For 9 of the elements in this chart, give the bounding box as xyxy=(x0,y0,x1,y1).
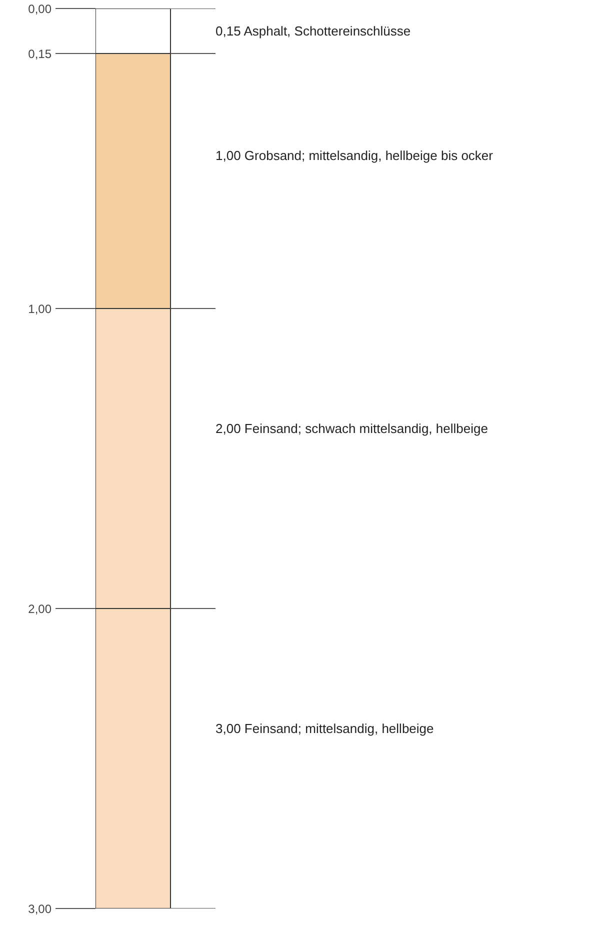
y-tick-label: 0,15 xyxy=(28,47,52,61)
text: 0,15 Asphalt, Schottereinschlüsse xyxy=(216,24,411,38)
text: 3,00 Feinsand; mittelsandig, hellbeige xyxy=(216,721,434,736)
y-tick-label: 2,00 xyxy=(28,602,52,616)
y-tick-label: 1,00 xyxy=(28,302,52,316)
y-tick-label: 3,00 xyxy=(28,902,52,916)
y-tick-label: 0,00 xyxy=(28,2,52,16)
text: 1,00 Grobsand; mittelsandig, hellbeige bis ocker xyxy=(216,148,494,163)
text: 2,00 Feinsand; schwach mittelsandig, hellbeige xyxy=(216,421,488,436)
